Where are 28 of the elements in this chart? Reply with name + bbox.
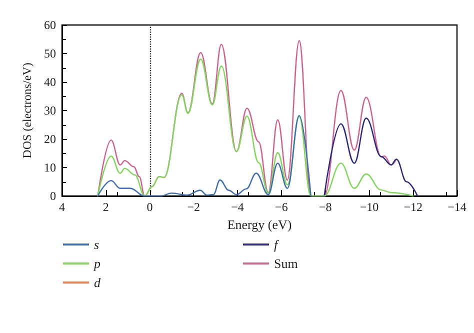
- legend-label: d: [94, 275, 101, 290]
- y-tick-label: 0: [50, 189, 56, 203]
- y-tick-label: 40: [44, 75, 56, 89]
- x-tick-label: 0: [146, 200, 153, 214]
- legend-label: s: [94, 237, 100, 252]
- x-tick-label: −14: [448, 200, 466, 214]
- x-tick-label: −8: [318, 200, 332, 214]
- x-tick-label: −2: [187, 200, 200, 214]
- line-series: [97, 114, 312, 197]
- line-series: [324, 118, 418, 197]
- legend-label: f: [274, 237, 280, 252]
- legend-label: Sum: [274, 256, 298, 271]
- y-tick-label: 30: [44, 104, 56, 118]
- y-tick-label: 10: [44, 160, 56, 174]
- x-tick-label: 2: [102, 200, 109, 214]
- x-tick-label: −4: [231, 200, 244, 214]
- x-tick-label: −12: [404, 200, 422, 214]
- x-tick-label: −6: [275, 200, 288, 214]
- y-tick-label: 60: [44, 18, 56, 32]
- line-series: [97, 58, 414, 197]
- y-tick-label: 20: [44, 132, 56, 146]
- x-tick-label: 4: [59, 200, 65, 214]
- y-tick-label: 50: [44, 46, 56, 60]
- line-series: [97, 40, 398, 197]
- x-tick-label: −10: [360, 200, 379, 214]
- x-axis-title: Energy (eV): [227, 217, 292, 232]
- legend-label: p: [93, 256, 101, 271]
- y-axis-title: DOS (electrons/eV): [20, 62, 34, 158]
